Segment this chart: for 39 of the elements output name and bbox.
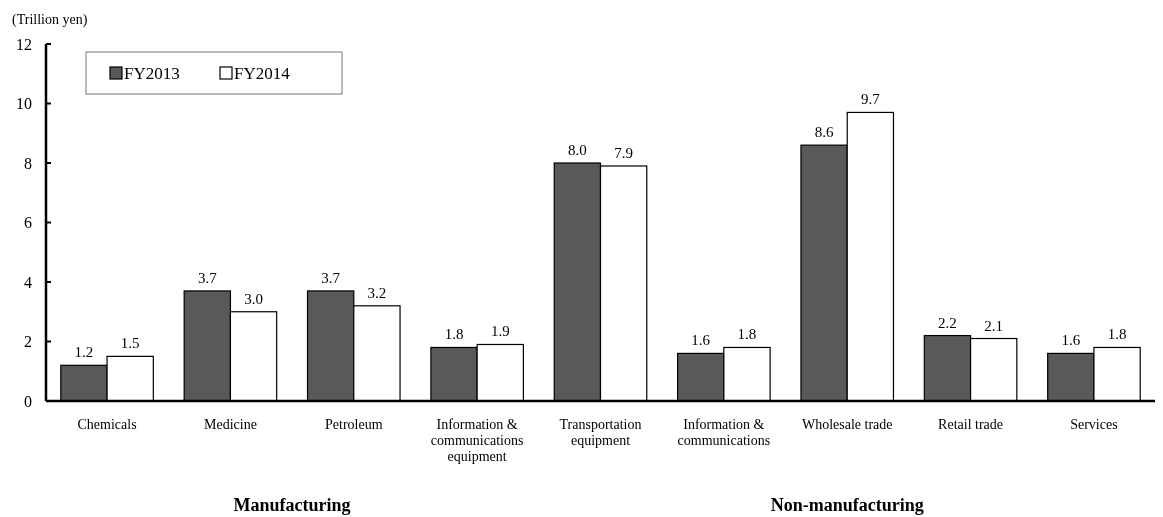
x-tick-label: Petroleum: [325, 417, 383, 432]
x-tick-label: Chemicals: [77, 417, 137, 432]
data-label: 1.6: [691, 332, 711, 349]
data-label: 3.2: [367, 284, 387, 301]
data-label: 1.6: [1061, 332, 1081, 349]
legend-label: FY2013: [124, 64, 180, 83]
data-label: 1.8: [1107, 326, 1127, 343]
data-label: 3.0: [244, 290, 263, 307]
data-label: 1.5: [120, 335, 140, 352]
y-tick-label: 8: [24, 154, 32, 172]
x-tick-label: Wholesale trade: [801, 417, 893, 432]
x-tick-label: Transportation equipment: [559, 417, 642, 448]
data-label: 1.8: [444, 326, 464, 343]
x-tick-label: Information & communications: [677, 417, 771, 448]
data-label: 9.7: [860, 91, 881, 108]
text: Manufacturing: [233, 495, 351, 515]
data-label: 7.9: [614, 144, 633, 161]
data-label: 2.1: [984, 317, 1004, 334]
text: Non-manufacturing: [770, 495, 924, 515]
y-tick-label: 6: [24, 214, 32, 232]
y-axis-title: (Trillion yen): [12, 12, 88, 28]
data-label: 1.9: [490, 323, 510, 340]
y-tick-label: 2: [24, 333, 32, 351]
y-tick-label: 10: [16, 95, 32, 113]
data-label: 3.7: [321, 269, 341, 286]
data-label: 8.6: [814, 124, 834, 141]
y-tick-label: 12: [16, 35, 32, 53]
y-tick-label: 0: [24, 392, 32, 410]
data-label: 8.0: [568, 142, 587, 158]
x-tick-label: Retail trade: [938, 417, 1004, 432]
legend-label: FY2014: [234, 64, 291, 83]
y-tick-label: 4: [24, 273, 32, 291]
x-tick-label: Medicine: [203, 417, 257, 432]
data-label: 2.2: [938, 314, 957, 331]
x-tick-label: Information & communications equipment: [430, 417, 524, 464]
data-label: 1.2: [74, 344, 94, 361]
x-tick-label: Services: [1070, 417, 1118, 432]
data-label: 3.7: [197, 269, 218, 286]
data-label: 1.8: [737, 326, 757, 343]
